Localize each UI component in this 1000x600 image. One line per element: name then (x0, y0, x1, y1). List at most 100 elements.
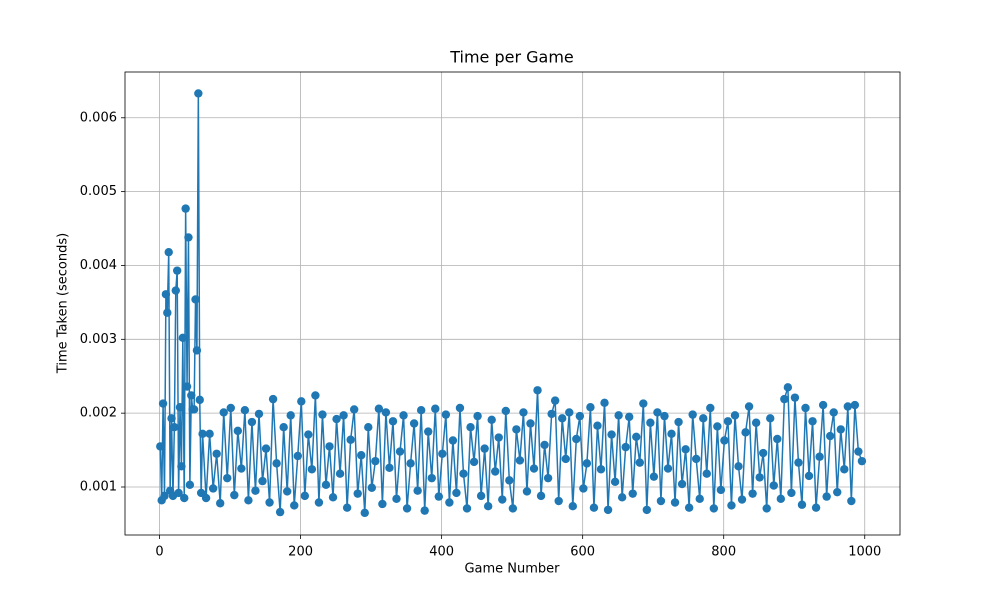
marker (663, 464, 673, 473)
marker (480, 444, 489, 453)
marker (811, 503, 821, 512)
marker (695, 494, 704, 504)
marker (699, 414, 708, 423)
marker (550, 396, 560, 405)
marker (388, 417, 398, 426)
marker (339, 411, 348, 420)
marker (212, 449, 221, 458)
marker (614, 411, 623, 420)
marker (801, 403, 810, 413)
marker (575, 411, 585, 421)
marker (265, 498, 274, 507)
marker (300, 491, 310, 501)
marker (392, 494, 401, 504)
marker (158, 399, 168, 408)
marker (455, 403, 465, 413)
plot-frame (124, 71, 901, 536)
x-tick-label: 800 (711, 545, 736, 560)
marker (783, 383, 793, 392)
marker (466, 422, 475, 432)
marker (515, 456, 525, 465)
marker (607, 430, 616, 439)
marker (335, 469, 345, 478)
marker (533, 386, 542, 395)
marker (156, 442, 165, 451)
marker (325, 442, 334, 451)
marker (593, 421, 602, 430)
marker (244, 496, 253, 505)
marker (230, 490, 239, 500)
marker (201, 493, 211, 503)
marker (667, 429, 676, 439)
marker (797, 500, 807, 509)
marker (219, 408, 228, 417)
marker (547, 409, 556, 419)
x-tick-label: 600 (570, 545, 595, 560)
marker (730, 411, 740, 420)
marker (818, 400, 828, 410)
marker (780, 394, 789, 404)
marker (649, 472, 659, 481)
marker (409, 419, 419, 428)
marker (378, 499, 387, 509)
marker (282, 487, 292, 496)
marker (171, 286, 180, 295)
marker (505, 476, 514, 485)
marker (610, 477, 620, 487)
marker (494, 433, 503, 442)
marker (172, 266, 182, 275)
marker (223, 473, 232, 483)
marker (237, 464, 246, 473)
marker (526, 419, 535, 428)
marker (632, 432, 641, 441)
marker (565, 408, 574, 417)
marker (254, 409, 264, 419)
marker (424, 427, 433, 436)
marker (741, 428, 750, 437)
marker (416, 406, 426, 415)
marker (702, 469, 711, 478)
chart-title: Time per Game (449, 48, 574, 67)
marker (476, 491, 486, 501)
marker (399, 411, 408, 420)
marker (189, 405, 199, 414)
marker (787, 488, 796, 498)
marker (459, 469, 468, 478)
marker (434, 492, 444, 501)
marker (180, 493, 189, 503)
marker (843, 402, 853, 411)
marker (184, 233, 193, 242)
y-tick-label: 0.001 (80, 480, 117, 495)
marker (625, 412, 634, 422)
marker (519, 408, 528, 417)
marker (174, 488, 183, 498)
marker (579, 484, 588, 493)
marker (318, 410, 327, 419)
x-axis-label: Game Number (464, 562, 560, 577)
marker (194, 89, 203, 98)
marker (755, 473, 764, 482)
marker (208, 484, 218, 493)
marker (639, 399, 648, 408)
marker (371, 456, 380, 466)
marker (568, 502, 577, 511)
marker (441, 410, 451, 419)
marker (825, 431, 835, 441)
marker (847, 496, 856, 506)
y-tick-label: 0.006 (80, 110, 117, 125)
marker (321, 480, 331, 489)
marker (751, 418, 761, 427)
marker (164, 247, 173, 257)
marker (850, 400, 860, 410)
marker (642, 505, 652, 515)
marker (600, 398, 609, 408)
marker (815, 452, 824, 461)
marker (185, 480, 195, 489)
marker (498, 495, 507, 504)
marker (307, 465, 317, 474)
marker (413, 486, 422, 495)
marker (804, 471, 814, 481)
marker (233, 426, 243, 436)
marker (829, 408, 838, 417)
